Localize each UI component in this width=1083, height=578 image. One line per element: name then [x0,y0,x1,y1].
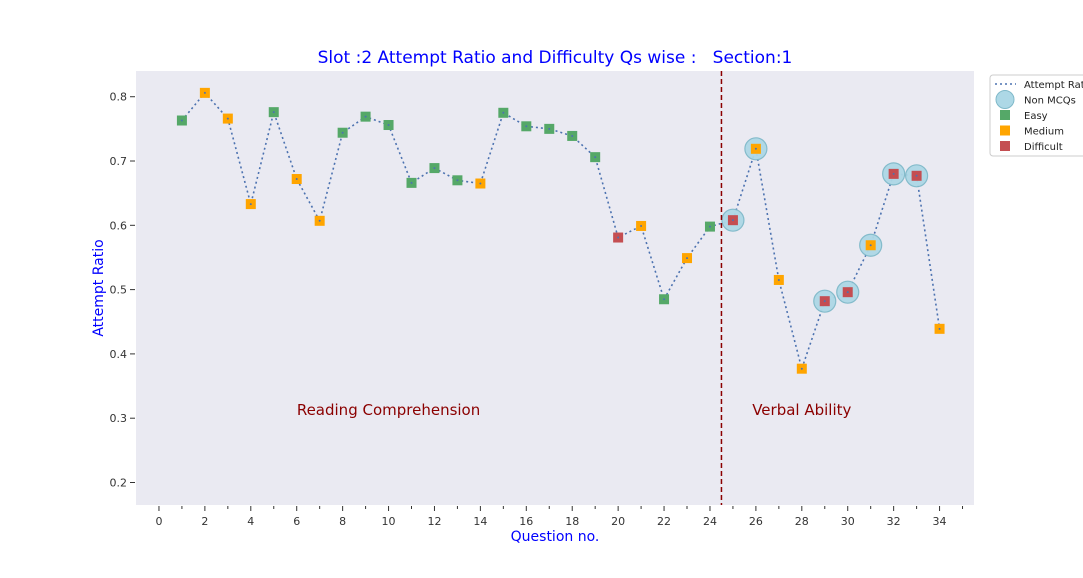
y-tick-label: 0.7 [110,155,128,168]
x-tick-label: 16 [519,515,533,528]
line-point [594,156,597,159]
line-point [272,111,275,114]
x-tick-label: 20 [611,515,625,528]
line-point [708,225,711,228]
legend-label: Attempt Rat [1024,80,1083,91]
legend: Attempt Rat Non MCQs Easy Medium Difficult [989,74,1083,157]
line-point [341,131,344,134]
y-axis: 0.2 0.3 0.4 0.5 0.6 0.7 0.8 [110,91,135,489]
x-tick-label: 32 [887,515,901,528]
x-tick-label: 10 [382,515,396,528]
line-point [571,134,574,137]
line-point [663,298,666,301]
x-tick-label: 30 [841,515,855,528]
x-tick-label: 22 [657,515,671,528]
line-point [548,127,551,130]
line-point [846,291,849,294]
line-point [410,181,413,184]
line-point [226,117,229,120]
annotation-layer: Reading Comprehension Verbal Ability [297,71,852,505]
line-point [915,174,918,177]
plot-area [136,71,974,505]
x-tick-label: 18 [565,515,579,528]
line-point [617,236,620,239]
y-tick-label: 0.3 [110,412,128,425]
line-point [869,244,872,247]
line-point [249,203,252,206]
chart-title: Slot :2 Attempt Ratio and Difficulty Qs … [318,48,793,68]
x-tick-label: 24 [703,515,717,528]
x-tick-label: 28 [795,515,809,528]
y-tick-label: 0.6 [110,219,128,232]
attempt-ratio-line [181,91,941,372]
series-layer [176,87,945,374]
line-point [938,327,941,330]
legend-square-icon [1000,110,1010,120]
y-tick-label: 0.8 [110,91,128,104]
x-tick-label: 0 [155,515,162,528]
legend-label: Easy [1024,111,1048,122]
x-tick-label: 6 [293,515,300,528]
x-tick-label: 2 [201,515,208,528]
y-axis-label: Attempt Ratio [91,239,107,336]
line-point [525,125,528,128]
line-point [203,91,206,94]
legend-label: Non MCQs [1024,96,1076,107]
x-tick-label: 14 [473,515,487,528]
y-tick-label: 0.2 [110,476,128,489]
legend-circle-icon [995,90,1015,109]
line-point [640,224,643,227]
y-tick-label: 0.4 [110,348,128,361]
x-tick-label: 34 [933,515,947,528]
line-point [800,367,803,370]
line-point [456,179,459,182]
legend-label: Medium [1024,127,1064,138]
legend-square-icon [1000,141,1010,151]
x-axis: 0 2 4 6 8 10 12 14 16 18 20 22 24 26 28 30 32 34 [155,506,964,528]
line-point [479,182,482,185]
line-point [686,257,689,260]
line-point [754,147,757,150]
line-point [433,167,436,170]
legend-label: Difficult [1024,142,1063,153]
x-tick-label: 12 [427,515,441,528]
line-point [387,124,390,127]
line-point [731,219,734,222]
x-tick-label: 8 [339,515,346,528]
x-axis-label: Question no. [511,529,600,545]
line-point [502,111,505,114]
line-point [180,119,183,122]
line-point [823,300,826,303]
x-tick-label: 26 [749,515,763,528]
line-point [892,172,895,175]
legend-square-icon [1000,125,1010,136]
line-point [777,278,780,281]
line-point [318,219,321,222]
line-point [295,178,298,181]
section-label: Verbal Ability [752,401,851,419]
x-tick-label: 4 [247,515,254,528]
line-point [364,115,367,118]
section-label: Reading Comprehension [297,401,480,419]
y-tick-label: 0.5 [110,284,128,297]
